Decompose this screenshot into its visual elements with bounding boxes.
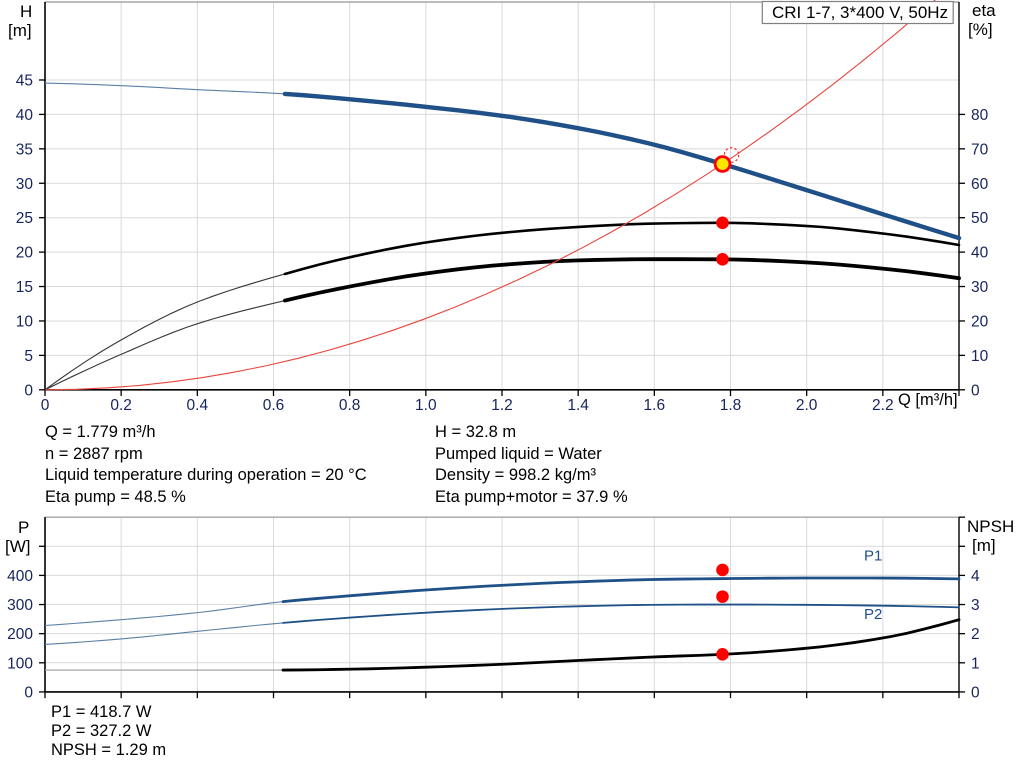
svg-text:100: 100 [7, 655, 33, 672]
svg-text:0: 0 [971, 684, 980, 701]
svg-text:300: 300 [7, 597, 33, 614]
svg-text:200: 200 [7, 626, 33, 643]
svg-text:1: 1 [971, 655, 980, 672]
svg-text:2: 2 [971, 626, 980, 643]
svg-text:0: 0 [24, 684, 33, 701]
svg-text:400: 400 [7, 568, 33, 585]
svg-text:[W]: [W] [5, 537, 31, 556]
svg-text:P2: P2 [864, 606, 882, 623]
svg-text:4: 4 [971, 568, 980, 585]
svg-text:3: 3 [971, 597, 980, 614]
svg-text:[m]: [m] [972, 536, 996, 555]
svg-text:NPSH: NPSH [967, 517, 1014, 536]
svg-text:P: P [18, 518, 29, 537]
svg-text:P1: P1 [864, 547, 882, 564]
